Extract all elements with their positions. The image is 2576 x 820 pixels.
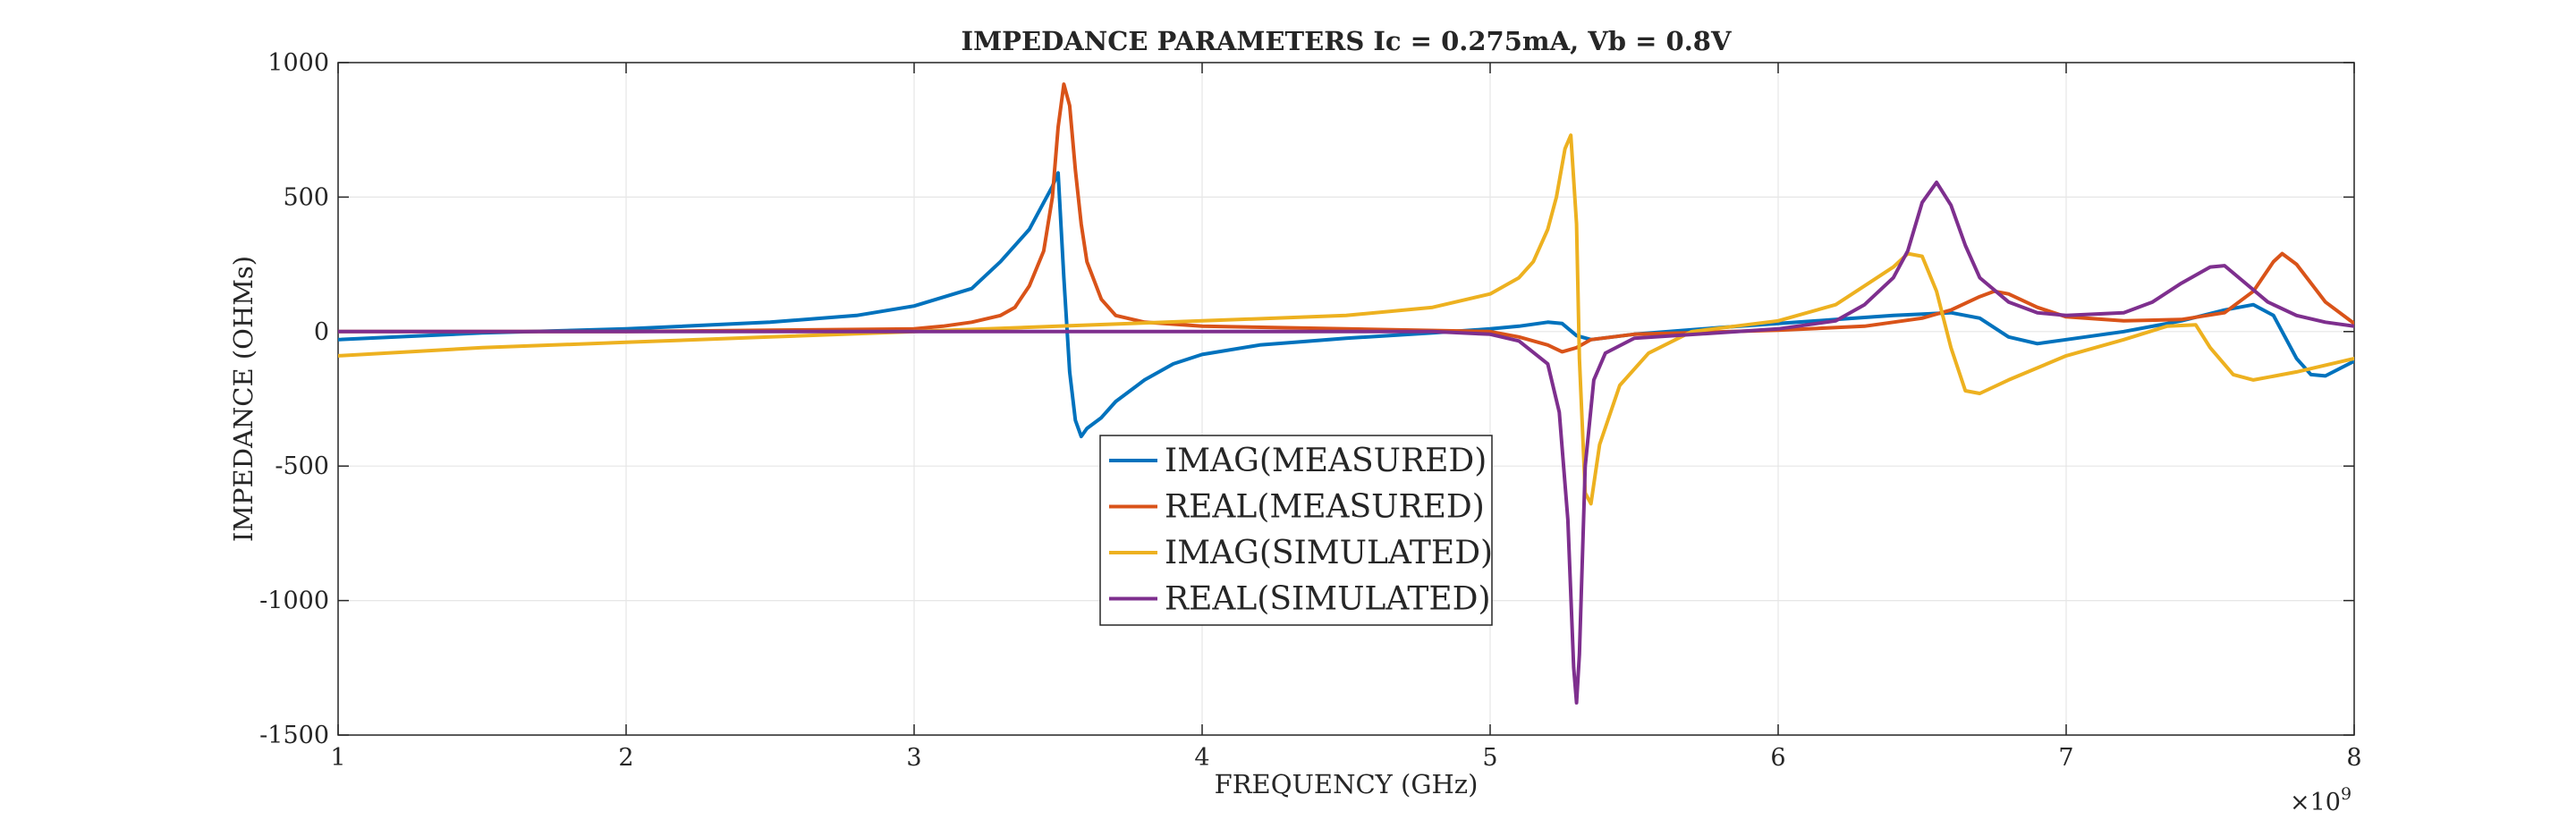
- y-tick-label: 500: [283, 183, 329, 211]
- x-tick-label: 2: [618, 744, 633, 772]
- plot-area: [338, 63, 2354, 735]
- legend-label-real-measured: REAL(MEASURED): [1165, 489, 1485, 526]
- y-tick-label: 0: [314, 318, 329, 346]
- y-tick-label: -1500: [259, 722, 329, 749]
- x-tick-label: 7: [2058, 744, 2073, 772]
- x-exponent-label: ×109: [2290, 784, 2351, 816]
- x-tick-label: 3: [906, 744, 921, 772]
- y-tick-label: -500: [275, 452, 329, 480]
- y-tick-label: -1000: [259, 588, 329, 615]
- x-tick-label: 6: [1770, 744, 1785, 772]
- legend-label-real-simulated: REAL(SIMULATED): [1165, 581, 1491, 618]
- x-tick-label: 1: [330, 744, 345, 772]
- legend-label-imag-measured: IMAG(MEASURED): [1165, 443, 1487, 479]
- y-axis-label: IMPEDANCE (OHMs): [228, 256, 258, 542]
- legend-label-imag-simulated: IMAG(SIMULATED): [1165, 535, 1493, 571]
- x-tick-label: 8: [2346, 744, 2361, 772]
- legend: IMAG(MEASURED) REAL(MEASURED) IMAG(SIMULAT…: [1100, 435, 1493, 625]
- x-axis-label: FREQUENCY (GHz): [1215, 769, 1479, 799]
- x-tick-label: 5: [1482, 744, 1497, 772]
- y-tick-label: 1000: [267, 49, 329, 77]
- chart-title: IMPEDANCE PARAMETERS Ic = 0.275mA, Vb = …: [962, 26, 1732, 56]
- x-tick-label: 4: [1194, 744, 1209, 772]
